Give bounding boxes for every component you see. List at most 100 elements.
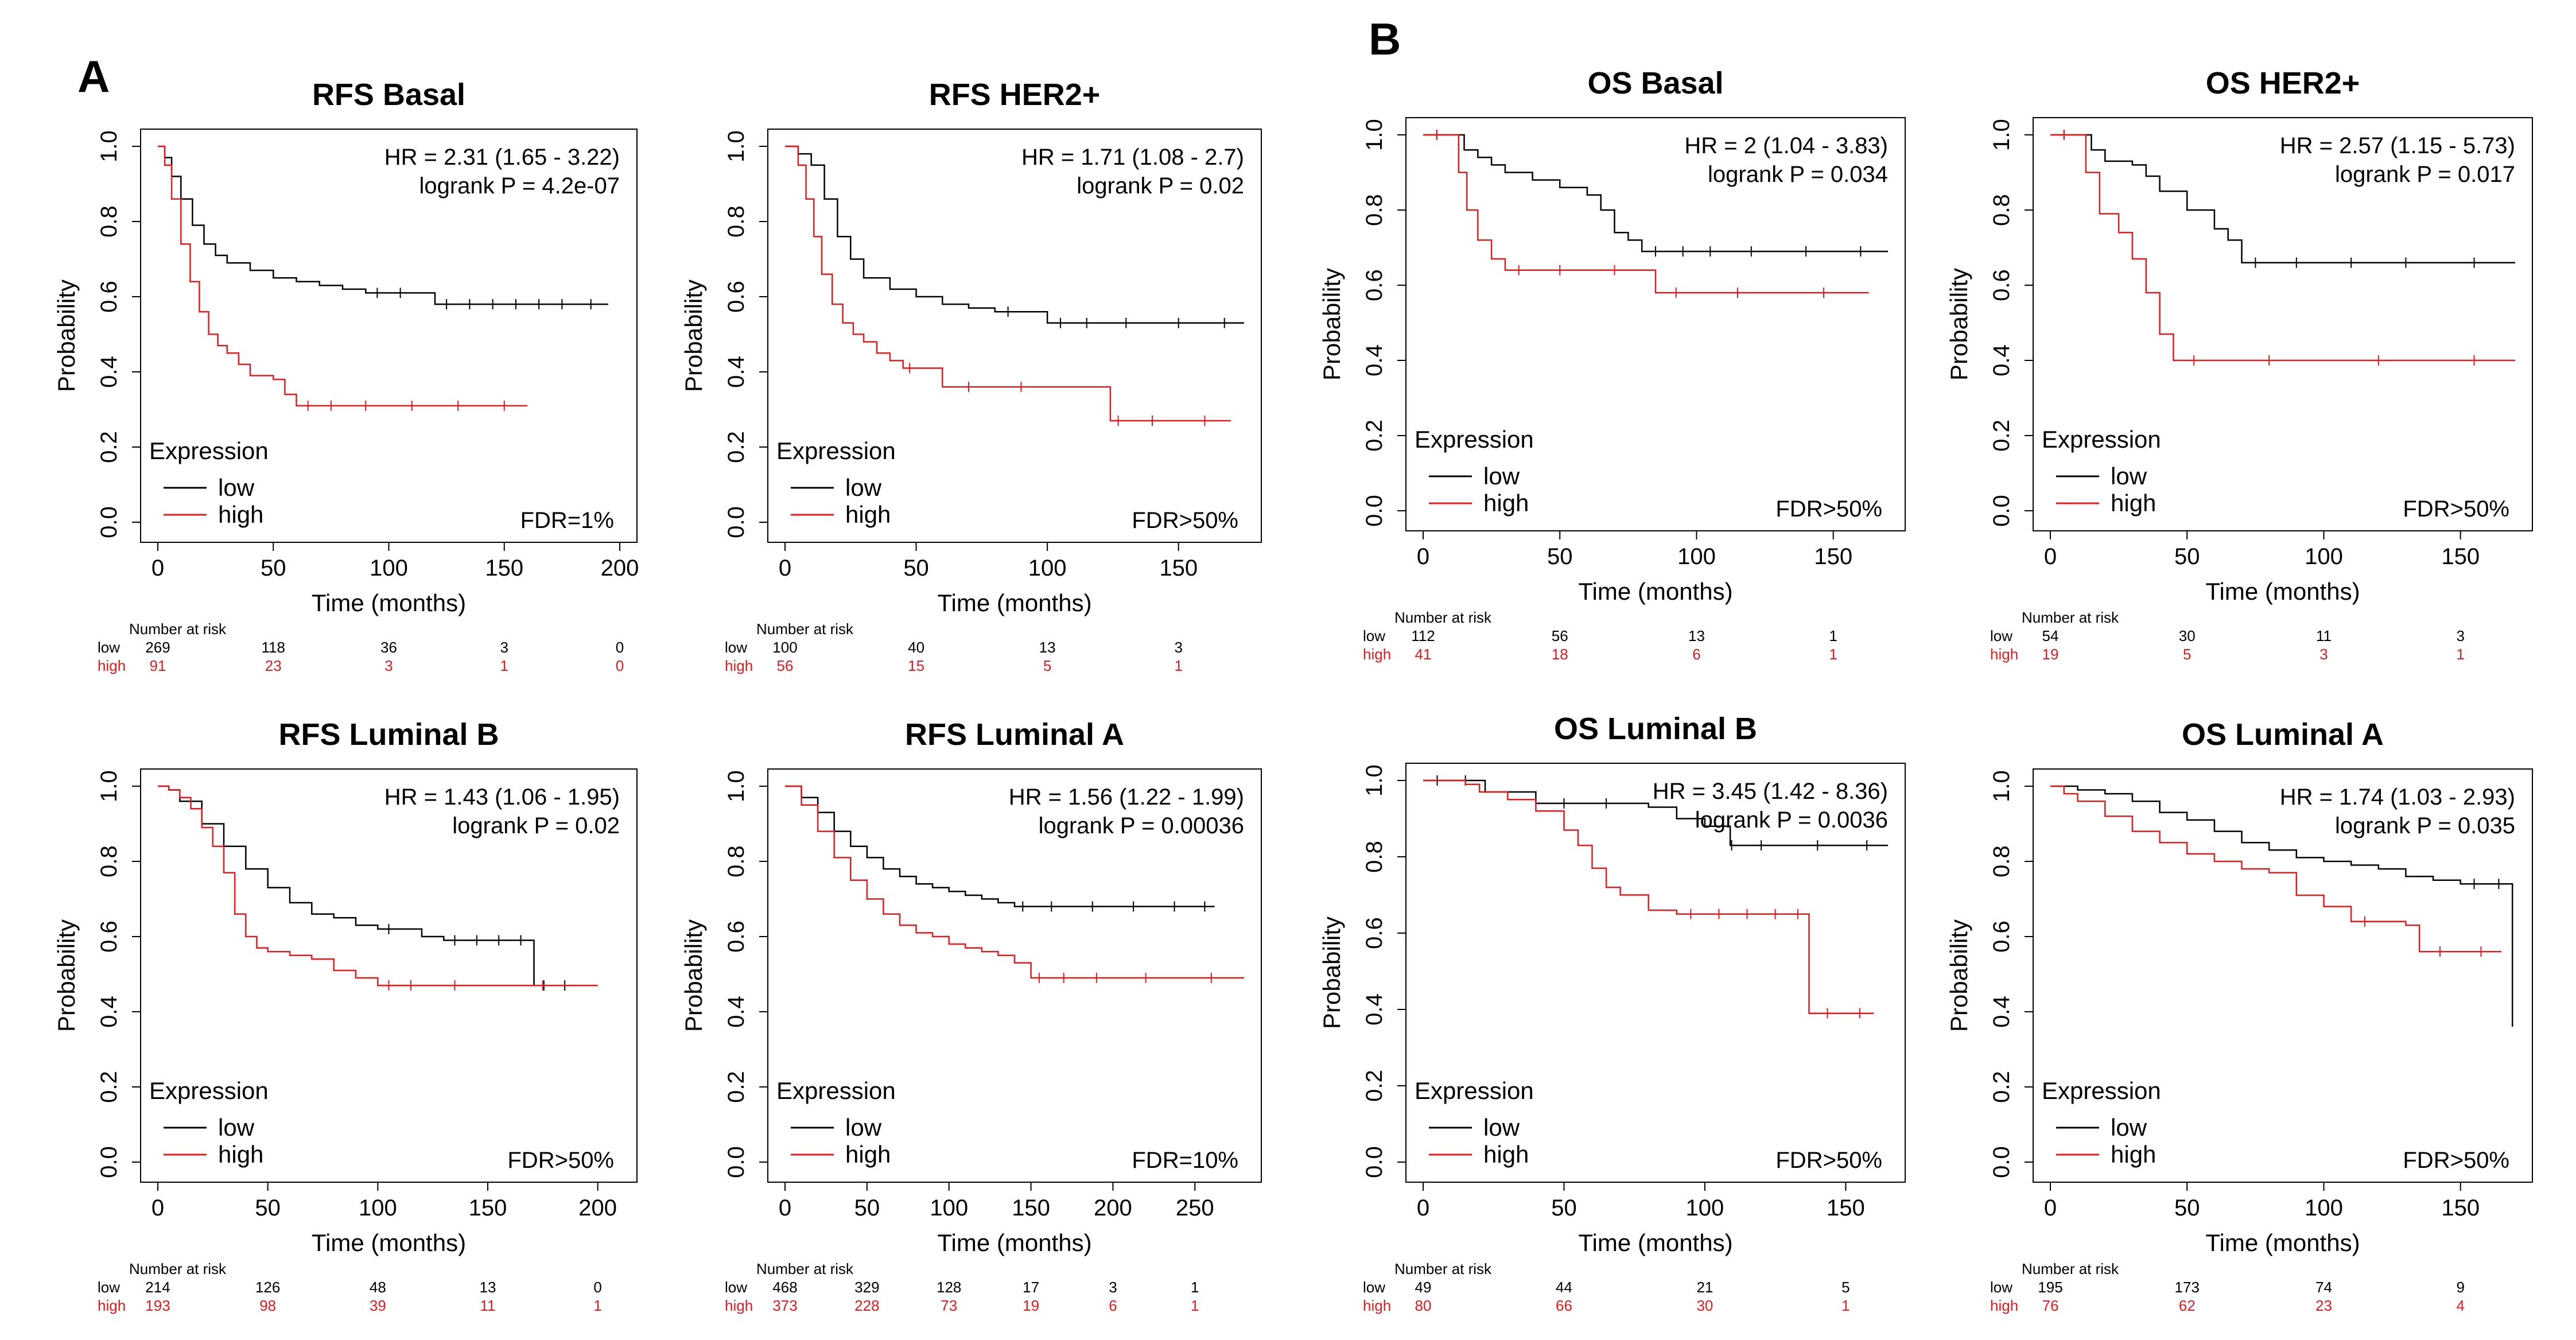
hazard-ratio-text: HR = 2 (1.04 - 3.83): [1684, 133, 1888, 158]
logrank-text: logrank P = 0.02: [452, 813, 620, 838]
risk-count-low: 5: [1841, 1279, 1850, 1296]
km-curve-high: [785, 785, 1244, 979]
legend-title: Expression: [2042, 426, 2161, 453]
y-tick-label: 1.0: [1362, 119, 1387, 151]
risk-count-low: 13: [1688, 627, 1705, 644]
fdr-text: FDR>50%: [1132, 508, 1238, 533]
risk-count-low: 13: [480, 1279, 496, 1296]
risk-row-label-high: high: [725, 1297, 753, 1314]
x-tick-label: 0: [2044, 1195, 2057, 1221]
risk-count-high: 1: [593, 1297, 601, 1314]
y-tick-label: 0.6: [1362, 269, 1387, 301]
risk-row-label-low: low: [1363, 627, 1385, 644]
x-tick-label: 50: [1547, 544, 1573, 569]
risk-count-high: 39: [370, 1297, 386, 1314]
y-tick-label: 0.8: [1362, 194, 1387, 226]
x-axis-label: Time (months): [312, 1229, 466, 1256]
x-tick-label: 100: [2305, 1195, 2343, 1221]
chart-title: OS HER2+: [2206, 66, 2360, 100]
legend-label-high: high: [218, 1141, 263, 1168]
fdr-text: FDR>50%: [2403, 496, 2509, 522]
risk-count-high: 3: [2319, 646, 2328, 663]
risk-row-label-low: low: [1990, 627, 2012, 644]
legend-title: Expression: [1415, 426, 1534, 453]
hazard-ratio-text: HR = 2.31 (1.65 - 3.22): [384, 145, 620, 170]
km-panel-1: RFS Basal 0.0 0.2 0.4 0.6 0.8 1.0 Probability 0 5…: [53, 77, 639, 674]
x-axis-label: Time (months): [2205, 578, 2360, 605]
risk-count-low: 40: [908, 639, 924, 656]
km-panel-4: RFS Luminal A 0.0 0.2 0.4 0.6 0.8 1.0 Probabili…: [680, 717, 1262, 1314]
km-curve-low: [2050, 785, 2513, 1027]
x-tick-label: 50: [261, 556, 286, 581]
y-tick-label: 0.2: [1362, 1070, 1387, 1102]
risk-count-low: 13: [1039, 639, 1056, 656]
y-tick-label: 0.2: [96, 1071, 122, 1103]
x-tick-label: 150: [1814, 544, 1852, 569]
risk-count-low: 128: [937, 1279, 961, 1296]
y-tick-label: 1.0: [96, 770, 122, 802]
x-tick-label: 100: [1686, 1195, 1724, 1221]
x-axis-label: Time (months): [2205, 1229, 2360, 1256]
km-curve-high: [2050, 785, 2502, 953]
risk-count-high: 6: [1692, 646, 1700, 663]
risk-count-low: 3: [500, 639, 508, 656]
y-axis-label: Probability: [680, 919, 707, 1032]
risk-count-high: 62: [2179, 1297, 2196, 1314]
y-tick-label: 0.8: [96, 845, 122, 877]
risk-count-high: 30: [1696, 1297, 1713, 1314]
fdr-text: FDR>50%: [1775, 496, 1882, 522]
risk-row-label-high: high: [1990, 1297, 2018, 1314]
y-tick-label: 0.2: [724, 1071, 749, 1103]
y-tick-label: 0.8: [96, 205, 122, 238]
y-tick-label: 0.8: [1989, 845, 2014, 877]
fdr-text: FDR>50%: [2403, 1148, 2509, 1173]
y-tick-label: 1.0: [1989, 770, 2014, 802]
chart-title: OS Luminal A: [2182, 717, 2384, 752]
km-panel-5: OS Basal 0.0 0.2 0.4 0.6 0.8 1.0 Probability 0 50…: [1318, 66, 1906, 663]
y-tick-label: 0.0: [96, 506, 122, 538]
fdr-text: FDR>50%: [1775, 1148, 1882, 1173]
plot-frame: [767, 768, 1262, 1183]
y-tick-label: 0.0: [1989, 1146, 2014, 1178]
risk-row-label-low: low: [1363, 1279, 1385, 1296]
legend-title: Expression: [776, 1077, 896, 1104]
x-tick-label: 150: [1012, 1195, 1050, 1221]
risk-count-high: 73: [941, 1297, 957, 1314]
risk-count-high: 1: [500, 657, 508, 674]
risk-count-low: 329: [854, 1279, 879, 1296]
km-curve-high: [1423, 779, 1874, 1014]
risk-count-high: 1: [1174, 657, 1182, 674]
x-tick-label: 150: [1159, 556, 1198, 581]
risk-count-low: 118: [262, 639, 285, 656]
risk-count-high: 19: [1023, 1297, 1039, 1314]
risk-count-low: 173: [2175, 1279, 2200, 1296]
legend-title: Expression: [776, 437, 896, 464]
x-tick-label: 0: [2044, 544, 2057, 569]
x-tick-label: 0: [151, 556, 164, 581]
chart-title: OS Basal: [1587, 66, 1723, 100]
km-panel-3: RFS Luminal B 0.0 0.2 0.4 0.6 0.8 1.0 Probabili…: [53, 717, 638, 1314]
plot-frame: [140, 768, 638, 1183]
risk-count-low: 49: [1415, 1279, 1432, 1296]
legend-title: Expression: [2042, 1077, 2161, 1104]
risk-count-low: 11: [2316, 627, 2332, 644]
fdr-text: FDR>50%: [507, 1148, 614, 1173]
plot-frame: [767, 129, 1262, 543]
fdr-text: FDR=1%: [520, 508, 614, 533]
km-curve-high: [158, 145, 527, 407]
risk-count-high: 18: [1552, 646, 1568, 663]
risk-count-high: 193: [145, 1297, 170, 1314]
legend-title: Expression: [1415, 1077, 1534, 1104]
x-tick-label: 100: [359, 1195, 397, 1221]
hazard-ratio-text: HR = 2.57 (1.15 - 5.73): [2280, 133, 2515, 158]
legend-label-low: low: [845, 474, 882, 501]
risk-count-low: 0: [593, 1279, 601, 1296]
x-tick-label: 100: [2305, 544, 2343, 569]
logrank-text: logrank P = 0.035: [2335, 813, 2515, 838]
risk-row-label-low: low: [725, 639, 747, 656]
risk-count-high: 91: [150, 657, 166, 674]
y-tick-label: 0.8: [724, 205, 749, 238]
risk-count-low: 17: [1023, 1279, 1039, 1296]
chart-title: RFS Luminal A: [905, 717, 1124, 752]
